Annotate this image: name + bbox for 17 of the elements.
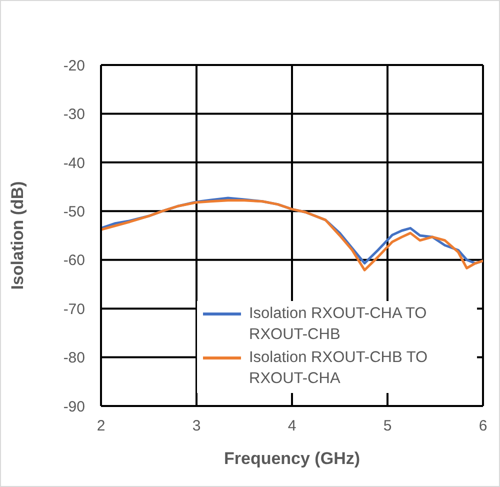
y-tick-label: -30 bbox=[63, 106, 85, 124]
y-tick-label: -60 bbox=[63, 252, 85, 270]
legend-label: Isolation RXOUT-CHB TO RXOUT-CHA bbox=[249, 348, 429, 389]
y-tick-label: -50 bbox=[63, 203, 85, 220]
x-axis-title: Frequency (GHz) bbox=[224, 449, 360, 468]
y-tick-label: -80 bbox=[63, 350, 85, 367]
y-tick-label: -40 bbox=[63, 154, 85, 172]
y-tick-label: -20 bbox=[63, 57, 85, 74]
x-tick-label: 3 bbox=[192, 418, 201, 435]
x-tick-label: 4 bbox=[288, 418, 296, 435]
legend-label: Isolation RXOUT-CHA TO RXOUT-CHB bbox=[249, 304, 428, 345]
y-tick-label: -90 bbox=[63, 398, 85, 416]
x-tick-label: 2 bbox=[96, 418, 106, 435]
y-axis-title: Isolation (dB) bbox=[8, 181, 28, 290]
x-tick-label: 5 bbox=[383, 418, 392, 435]
y-tick-label: -70 bbox=[63, 300, 85, 318]
x-tick-label: 6 bbox=[478, 418, 488, 435]
